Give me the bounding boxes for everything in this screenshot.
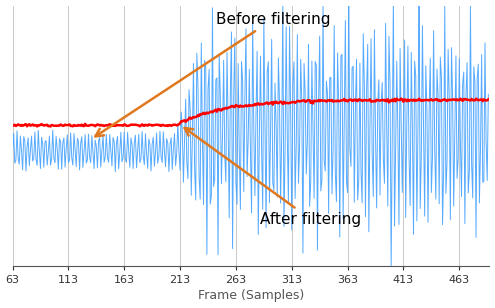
X-axis label: Frame (Samples): Frame (Samples) (198, 290, 304, 302)
Text: Before filtering: Before filtering (96, 12, 330, 136)
Text: After filtering: After filtering (185, 128, 362, 227)
